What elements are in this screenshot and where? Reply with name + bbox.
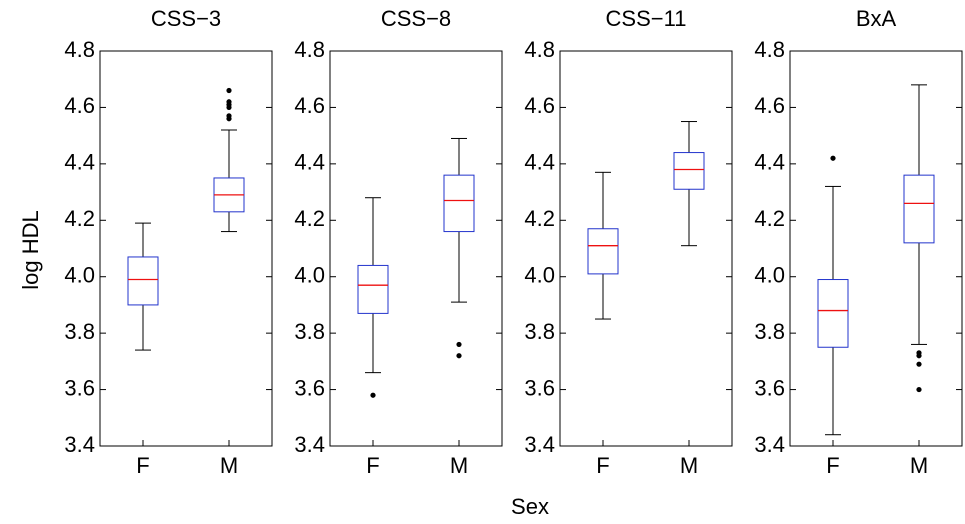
flier (456, 353, 462, 359)
y-tick-label: 3.6 (64, 375, 95, 400)
box (127, 256, 159, 306)
y-tick-label: 4.0 (294, 263, 325, 288)
flier (226, 116, 232, 122)
flier (226, 104, 232, 111)
y-tick-label: 3.6 (294, 375, 325, 400)
y-tick-label: 4.4 (294, 150, 325, 175)
y-tick-label: 4.6 (524, 93, 555, 118)
y-tick-label: 4.8 (754, 37, 785, 62)
chart-title: BxA (856, 6, 897, 31)
axes-frame (329, 50, 503, 447)
x-tick-label: F (366, 453, 379, 478)
y-tick-label: 3.8 (294, 319, 325, 344)
chart-title: CSS−3 (151, 6, 221, 31)
box (587, 228, 619, 275)
y-axis-label: log HDL (18, 210, 43, 289)
y-tick-label: 4.6 (64, 93, 95, 118)
axes-frame (789, 50, 963, 447)
y-tick-label: 3.4 (754, 432, 785, 457)
y-tick-label: 4.2 (294, 206, 325, 231)
y-tick-label: 4.2 (64, 206, 95, 231)
y-tick-label: 3.4 (64, 432, 95, 457)
chart-title: CSS−8 (381, 6, 451, 31)
y-tick-label: 4.4 (524, 150, 555, 175)
y-tick-label: 4.8 (524, 37, 555, 62)
axes-frame (559, 50, 733, 447)
y-tick-label: 3.6 (524, 375, 555, 400)
box (817, 279, 849, 348)
flier (916, 386, 922, 393)
y-tick-label: 4.8 (64, 37, 95, 62)
y-tick-label: 4.2 (524, 206, 555, 231)
flier (370, 392, 376, 398)
x-tick-label: F (136, 453, 149, 478)
y-tick-label: 3.6 (754, 375, 785, 400)
flier (226, 87, 232, 94)
y-tick-label: 3.8 (524, 319, 555, 344)
box (443, 174, 475, 233)
y-tick-label: 4.4 (754, 150, 785, 175)
y-tick-label: 4.2 (754, 206, 785, 231)
box (673, 152, 705, 190)
y-tick-label: 4.4 (64, 150, 95, 175)
y-tick-label: 4.6 (294, 93, 325, 118)
x-axis-label: Sex (511, 494, 549, 519)
flier (916, 353, 922, 359)
y-tick-label: 3.4 (294, 432, 325, 457)
y-tick-label: 4.6 (754, 93, 785, 118)
y-tick-label: 4.8 (294, 37, 325, 62)
x-tick-label: M (450, 453, 468, 478)
x-tick-label: F (596, 453, 609, 478)
y-tick-label: 4.0 (754, 263, 785, 288)
x-tick-label: M (220, 453, 238, 478)
y-tick-label: 3.8 (64, 319, 95, 344)
chart-title: CSS−11 (606, 6, 687, 31)
x-tick-label: F (826, 453, 839, 478)
y-tick-label: 3.4 (524, 432, 555, 457)
axes-frame (99, 50, 273, 447)
x-tick-label: M (680, 453, 698, 478)
flier (456, 341, 462, 348)
y-tick-label: 4.0 (524, 263, 555, 288)
box (357, 264, 389, 314)
flier (830, 155, 836, 161)
box (903, 174, 935, 244)
flier (916, 361, 922, 367)
y-tick-label: 4.0 (64, 263, 95, 288)
y-tick-label: 3.8 (754, 319, 785, 344)
x-tick-label: M (910, 453, 928, 478)
